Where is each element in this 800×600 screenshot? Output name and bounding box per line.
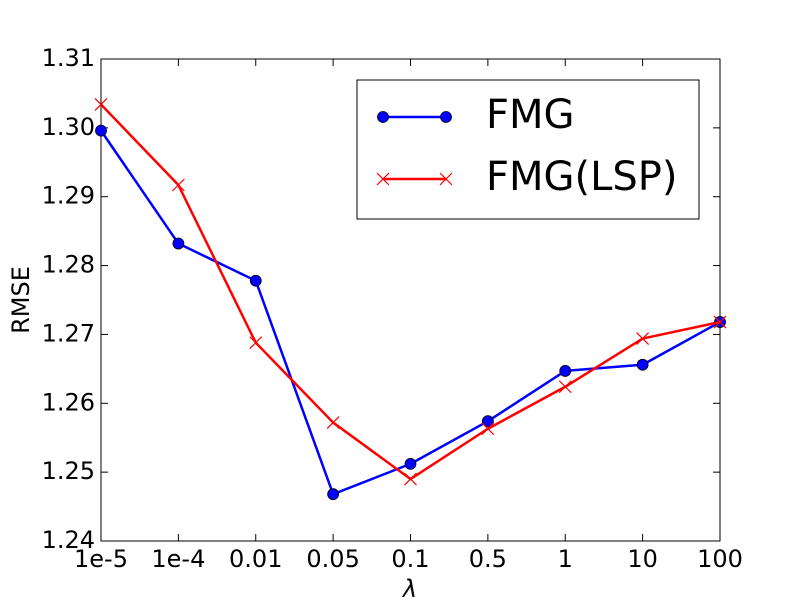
y-tick-label: 1.24 — [42, 526, 95, 554]
data-point — [249, 274, 262, 287]
y-tick-label: 1.27 — [42, 319, 95, 347]
x-tick-label: 0.01 — [229, 545, 282, 573]
data-point — [481, 415, 494, 428]
x-tick-label: 10 — [627, 545, 658, 573]
data-point — [439, 172, 453, 186]
data-point — [713, 315, 727, 329]
legend-item: FMG — [377, 92, 575, 138]
data-point — [404, 457, 417, 470]
data-point — [94, 98, 108, 111]
data-point — [377, 111, 389, 123]
x-tick-label: 100 — [697, 545, 743, 573]
data-point — [249, 336, 263, 350]
data-point — [172, 237, 185, 250]
data-point — [558, 380, 572, 394]
data-point — [636, 332, 650, 345]
y-tick-label: 1.25 — [42, 457, 95, 485]
series-layer — [94, 98, 727, 501]
x-tick-label: 0.05 — [306, 545, 359, 573]
x-tick-label: 1e-4 — [151, 545, 205, 573]
y-tick-label: 1.28 — [42, 251, 95, 279]
x-axis-label: λ — [401, 575, 417, 600]
legend-item: FMG(LSP) — [376, 154, 678, 200]
y-tick-label: 1.26 — [42, 388, 95, 416]
data-point — [95, 124, 107, 137]
x-tick-label: 1e-5 — [74, 545, 128, 573]
x-tick-label: 0.5 — [469, 545, 507, 573]
data-point — [327, 488, 340, 501]
y-tick-label: 1.30 — [42, 113, 95, 141]
y-tick-label: 1.31 — [42, 44, 95, 72]
data-point — [636, 358, 649, 371]
legend-label: FMG(LSP) — [486, 154, 678, 200]
series-fmg-lsp — [94, 98, 727, 486]
data-point — [559, 365, 572, 377]
data-point — [440, 111, 452, 123]
y-axis-label: RMSE — [7, 266, 35, 334]
data-point — [171, 178, 185, 192]
y-tick-label: 1.29 — [42, 182, 95, 210]
y-axis: 1.24 1.25 1.26 1.27 1.28 1.29 1.30 1.31 — [42, 44, 720, 554]
x-tick-label: 1 — [558, 545, 573, 573]
x-axis: 1e-5 1e-4 0.01 0.05 0.1 0.5 1 10 100 — [74, 59, 743, 573]
data-point — [326, 416, 340, 429]
legend-box — [356, 79, 700, 220]
x-tick-label: 0.1 — [391, 545, 429, 573]
legend-label: FMG — [486, 92, 575, 138]
data-point — [404, 472, 417, 486]
legend: FMG FMG(LSP) — [356, 79, 700, 220]
data-point — [376, 172, 390, 186]
data-point — [481, 422, 495, 436]
series-fmg — [95, 124, 726, 501]
